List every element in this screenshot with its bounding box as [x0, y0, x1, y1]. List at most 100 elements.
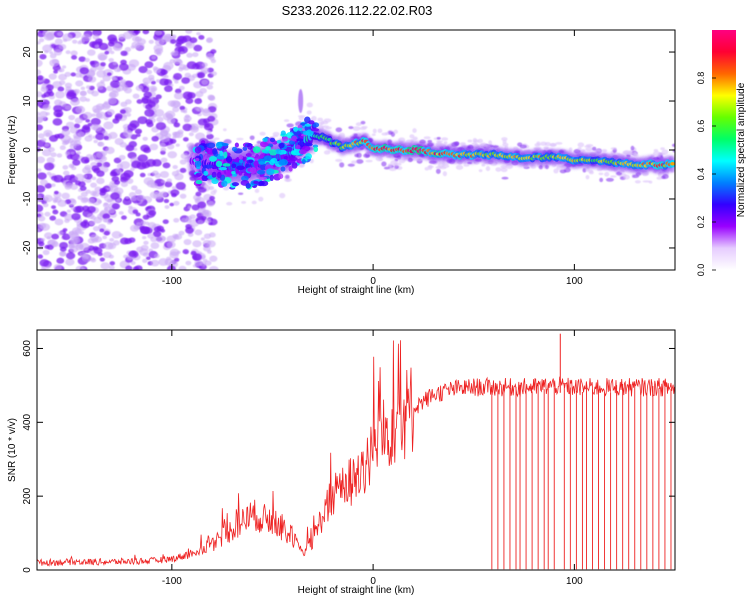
spectral-scatter	[306, 102, 313, 108]
noise-blob	[178, 265, 187, 270]
noise-blob	[59, 242, 69, 249]
spectral-scatter	[306, 110, 312, 115]
ridge-speckle	[282, 136, 289, 142]
noise-blob	[159, 134, 170, 143]
noise-blob	[37, 185, 46, 193]
ridge-speckle	[298, 149, 307, 155]
ridge-speckle	[249, 167, 257, 174]
snr-x-tick-label: 100	[566, 576, 583, 587]
noise-blob	[107, 242, 117, 250]
noise-blob	[70, 72, 76, 77]
ridge-speckle	[258, 176, 268, 181]
spectral-scatter	[585, 146, 594, 152]
noise-blob	[122, 31, 133, 40]
noise-blob	[79, 67, 89, 75]
ridge-speckle	[292, 148, 302, 156]
noise-blob	[51, 233, 60, 240]
ridge-speckle	[269, 137, 276, 143]
noise-blob	[142, 214, 150, 220]
noise-blob	[163, 74, 169, 79]
noise-blob	[148, 85, 158, 93]
noise-blob	[52, 118, 63, 126]
spectral-scatter	[555, 141, 563, 145]
spectrogram-y-tick-label: 10	[22, 95, 33, 107]
ridge-speckle	[313, 146, 319, 152]
noise-blob	[85, 189, 91, 194]
spectral-scatter	[549, 143, 557, 147]
spectral-scatter	[393, 129, 398, 134]
noise-blob	[197, 72, 206, 79]
noise-blob	[54, 218, 64, 226]
noise-blob	[192, 73, 198, 78]
spectral-scatter	[383, 166, 390, 170]
spectral-scatter	[642, 172, 649, 176]
ridge-speckle	[202, 165, 208, 169]
spectral-scatter	[352, 126, 361, 132]
noise-blob	[51, 205, 57, 210]
ridge-speckle	[194, 161, 202, 167]
noise-blob	[181, 77, 191, 84]
noise-blob	[208, 265, 219, 270]
spectrogram-x-tick-label: 0	[370, 276, 376, 287]
spectral-scatter	[259, 131, 266, 136]
noise-blob	[182, 137, 189, 142]
noise-blob	[121, 215, 127, 220]
noise-blob	[38, 241, 45, 247]
noise-blob	[118, 233, 124, 237]
noise-blob	[150, 182, 158, 189]
noise-blob	[65, 252, 76, 260]
ridge-speckle	[291, 162, 298, 169]
spectral-scatter	[365, 159, 373, 163]
noise-blob	[155, 122, 167, 131]
noise-blob	[39, 259, 50, 267]
noise-blob	[128, 59, 140, 68]
noise-blob	[189, 125, 199, 133]
noise-blob	[142, 252, 149, 257]
noise-blob	[82, 111, 93, 120]
noise-blob	[171, 50, 179, 57]
noise-blob	[74, 117, 83, 124]
ridge-speckle	[238, 154, 243, 160]
noise-blob	[197, 219, 204, 225]
noise-blob	[79, 96, 87, 102]
noise-blob	[93, 139, 98, 144]
snr-y-tick: 600	[22, 340, 675, 357]
noise-blob	[71, 213, 81, 221]
noise-blob	[187, 205, 192, 209]
noise-blob	[44, 211, 51, 217]
noise-blob	[84, 57, 90, 63]
spectral-scatter	[488, 140, 493, 146]
noise-blob	[75, 80, 84, 87]
snr-y-tick-label: 400	[22, 414, 33, 431]
noise-blob	[174, 80, 179, 84]
spectral-scatter	[249, 135, 255, 141]
spectral-scatter	[258, 196, 264, 202]
noise-blob	[103, 251, 112, 259]
spectral-scatter	[545, 164, 549, 170]
noise-blob	[64, 218, 70, 223]
noise-blob	[202, 118, 211, 124]
noise-blob	[37, 133, 45, 139]
noise-blob	[199, 87, 207, 94]
spectrogram-y-tick-label: 0	[22, 147, 33, 153]
noise-blob	[64, 151, 71, 156]
noise-blob	[126, 112, 132, 117]
ridge-speckle	[288, 165, 293, 172]
noise-blob	[120, 50, 128, 57]
spectral-scatter	[477, 138, 484, 144]
spectral-scatter	[436, 136, 441, 140]
noise-blob	[171, 186, 177, 190]
spectral-scatter	[393, 162, 402, 167]
spectral-scatter	[501, 137, 508, 142]
noise-blob	[43, 194, 53, 203]
noise-blob	[112, 61, 118, 66]
noise-blob	[49, 51, 54, 55]
snr-series-line	[37, 340, 675, 567]
noise-blob	[134, 42, 145, 51]
noise-blob	[118, 211, 124, 215]
noise-blob	[185, 227, 194, 234]
spectral-scatter	[577, 142, 585, 148]
ridge-speckle	[288, 140, 296, 145]
spectral-scatter	[534, 143, 541, 147]
spectral-scatter	[582, 168, 587, 173]
